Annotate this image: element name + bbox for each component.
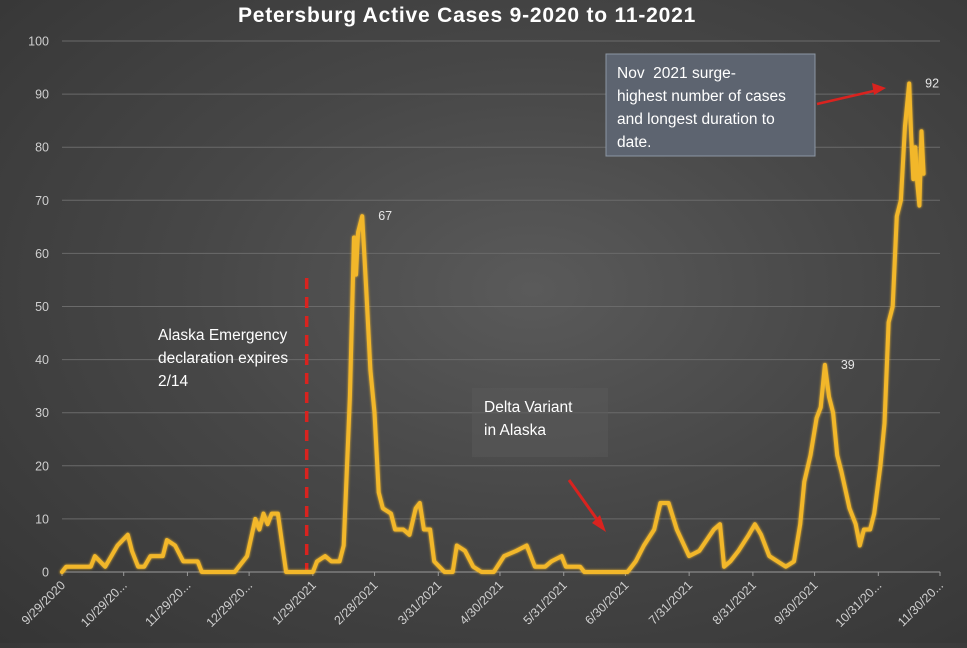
data-labels: 67 39 92 (378, 76, 939, 371)
data-label: 39 (841, 358, 855, 372)
y-tick-label: 50 (35, 300, 49, 314)
x-tick-label: 11/29/20... (143, 578, 194, 629)
annotation-delta-box (472, 388, 608, 457)
annotation-surge-line: date. (617, 134, 651, 151)
data-label: 92 (925, 76, 939, 90)
y-tick-label: 30 (35, 406, 49, 420)
annotation-delta-arrow (567, 479, 603, 526)
annotation-delta-line: in Alaska (484, 422, 546, 439)
y-tick-label: 80 (35, 141, 49, 155)
x-tick-label: 2/28/2021 (331, 578, 380, 627)
data-label: 67 (378, 209, 392, 223)
annotation-surge-line: Nov 2021 surge- (617, 65, 736, 82)
annotation-emergency: Alaska Emergency declaration expires 2/1… (158, 327, 288, 390)
y-tick-label: 20 (35, 459, 49, 473)
chart-title: Petersburg Active Cases 9-2020 to 11-202… (238, 4, 696, 27)
x-tick-label: 4/30/2021 (457, 578, 506, 627)
x-tick-label: 11/30/20... (895, 578, 946, 629)
x-tick-label: 6/30/2021 (582, 578, 631, 627)
x-tick-label: 9/29/2020 (19, 578, 68, 627)
series-layer (60, 81, 926, 574)
y-axis: 0 10 20 30 40 50 60 70 80 90 100 (28, 35, 49, 580)
annotation-delta: Delta Variant in Alaska (472, 388, 608, 532)
x-tick-label: 7/31/2021 (646, 578, 695, 627)
annotation-surge-arrow (816, 88, 879, 106)
y-tick-label: 60 (35, 247, 49, 261)
x-tick-label: 9/30/2021 (771, 578, 820, 627)
y-tick-label: 100 (28, 35, 49, 49)
annotation-emergency-line: 2/14 (158, 373, 189, 390)
x-axis: 9/29/2020 10/29/20... 11/29/20... 12/29/20.… (19, 572, 946, 630)
annotation-delta-arrowhead (592, 515, 606, 532)
y-tick-label: 10 (35, 512, 49, 526)
series-line-active-cases (60, 81, 926, 574)
annotation-surge-line: highest number of cases (617, 88, 786, 105)
y-tick-label: 70 (35, 194, 49, 208)
x-tick-label: 10/31/20... (833, 578, 885, 630)
x-tick-label: 1/29/2021 (270, 578, 319, 627)
y-tick-label: 40 (35, 353, 49, 367)
annotation-delta-line: Delta Variant (484, 399, 573, 416)
x-tick-label: 10/29/20... (78, 578, 130, 630)
x-tick-label: 12/29/20... (204, 578, 256, 630)
annotation-surge-box (605, 53, 816, 157)
annotation-surge-line: and longest duration to (617, 111, 775, 128)
y-tick-label: 90 (35, 88, 49, 102)
x-tick-label: 5/31/2021 (521, 578, 570, 627)
y-tick-label: 0 (42, 566, 49, 580)
annotation-emergency-line: Alaska Emergency (158, 327, 287, 344)
x-tick-label: 8/31/2021 (710, 578, 759, 627)
annotation-surge: Nov 2021 surge- highest number of cases … (605, 53, 886, 157)
annotation-emergency-line: declaration expires (158, 350, 288, 367)
annotation-surge-arrowhead (872, 83, 886, 95)
x-tick-label: 3/31/2021 (395, 578, 444, 627)
